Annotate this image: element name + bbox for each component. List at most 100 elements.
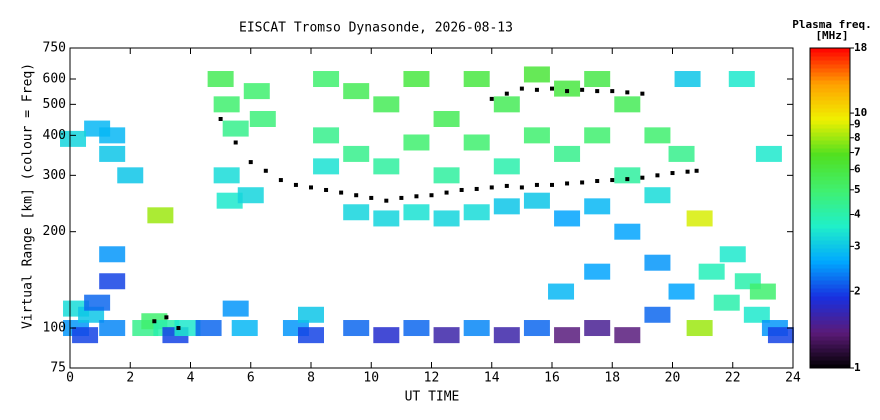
colorbar-cell — [810, 268, 850, 273]
colorbar-cell — [810, 260, 850, 265]
echo-point — [213, 96, 240, 113]
echo-point — [343, 83, 370, 100]
chart-title: EISCAT Tromso Dynasonde, 2026-08-13 — [239, 21, 513, 36]
echo-point — [523, 127, 550, 144]
echo-point — [147, 207, 174, 224]
echo-point — [222, 120, 249, 137]
colorbar-cell — [810, 152, 850, 157]
echo-point — [99, 273, 126, 290]
y-tick-label: 100 — [43, 321, 66, 336]
echo-point — [614, 96, 641, 113]
y-tick-label: 600 — [43, 72, 66, 87]
colorbar-cell — [810, 236, 850, 241]
echo-point — [755, 145, 782, 162]
colorbar-cell — [810, 340, 850, 345]
colorbar-cell — [810, 328, 850, 333]
echo-point — [433, 327, 460, 344]
colorbar-tick-label: 9 — [854, 118, 861, 131]
colorbar-cell — [810, 280, 850, 285]
echo-point — [554, 145, 581, 162]
colorbar-cell — [810, 216, 850, 221]
colorbar-cell — [810, 228, 850, 233]
trace-point — [414, 194, 419, 199]
trace-point — [459, 187, 464, 192]
echo-point — [222, 300, 249, 317]
trace-point — [655, 173, 660, 178]
echo-point — [195, 320, 222, 337]
echo-point — [743, 306, 770, 323]
trace-point — [278, 178, 283, 183]
colorbar-cell — [810, 112, 850, 117]
colorbar-cell — [810, 176, 850, 181]
echo-point — [644, 306, 671, 323]
colorbar-cell — [810, 352, 850, 357]
echo-point — [403, 71, 430, 88]
trace-point — [504, 91, 509, 96]
echo-point — [523, 320, 550, 337]
echo-point — [493, 158, 520, 175]
colorbar-frame — [809, 47, 851, 369]
echo-point — [523, 192, 550, 209]
echo-point — [343, 145, 370, 162]
colorbar-tick-label: 18 — [854, 41, 867, 54]
colorbar-cell — [810, 48, 850, 53]
colorbar-cell — [810, 344, 850, 349]
colorbar-cell — [810, 72, 850, 77]
trace-point — [489, 185, 494, 190]
colorbar-tick-label: 7 — [854, 146, 861, 159]
colorbar-cell — [810, 212, 850, 217]
colorbar-tick-label: 5 — [854, 183, 861, 196]
x-tick-label: 4 — [187, 371, 195, 386]
trace-point — [324, 187, 329, 192]
y-tick-label: 200 — [43, 224, 66, 239]
colorbar-cell — [810, 184, 850, 189]
echo-point — [99, 246, 126, 263]
echo-point — [403, 320, 430, 337]
colorbar-cell — [810, 180, 850, 185]
colorbar-cell — [810, 88, 850, 93]
trace-point — [152, 319, 157, 324]
x-tick-label: 6 — [247, 371, 255, 386]
echo-point — [463, 320, 490, 337]
echo-point — [554, 327, 581, 344]
colorbar-cell — [810, 132, 850, 137]
x-tick-label: 22 — [725, 371, 741, 386]
colorbar-tick-label: 6 — [854, 163, 861, 176]
colorbar-cell — [810, 60, 850, 65]
colorbar-cell — [810, 296, 850, 301]
echo-point — [493, 327, 520, 344]
echo-point — [433, 167, 460, 184]
echo-point — [674, 71, 701, 88]
echo-point — [749, 283, 776, 300]
colorbar-tick-label: 1 — [854, 361, 861, 374]
echo-point — [313, 158, 340, 175]
colorbar-cell — [810, 68, 850, 73]
colorbar-cell — [810, 56, 850, 61]
trace-point — [504, 183, 509, 188]
trace-point — [519, 185, 524, 190]
colorbar-tick-label: 8 — [854, 131, 861, 144]
echo-point — [99, 145, 126, 162]
colorbar-cell — [810, 116, 850, 121]
echo-point — [713, 294, 740, 311]
trace-point — [685, 169, 690, 174]
x-tick-label: 0 — [66, 371, 74, 386]
colorbar-cell — [810, 240, 850, 245]
x-tick-label: 10 — [363, 371, 379, 386]
echo-point — [463, 134, 490, 151]
echo-point — [686, 210, 713, 227]
colorbar-tick-label: 10 — [854, 106, 867, 119]
trace-point — [580, 180, 585, 185]
x-tick-label: 24 — [785, 371, 801, 386]
x-tick-label: 14 — [484, 371, 500, 386]
colorbar-cell — [810, 168, 850, 173]
colorbar-cell — [810, 244, 850, 249]
colorbar-cell — [810, 144, 850, 149]
trace-point — [534, 87, 539, 92]
colorbar-cell — [810, 360, 850, 365]
echo-point — [99, 320, 126, 337]
trace-point — [595, 179, 600, 184]
x-tick-label: 8 — [307, 371, 315, 386]
echo-point — [72, 327, 99, 344]
colorbar-cell — [810, 208, 850, 213]
